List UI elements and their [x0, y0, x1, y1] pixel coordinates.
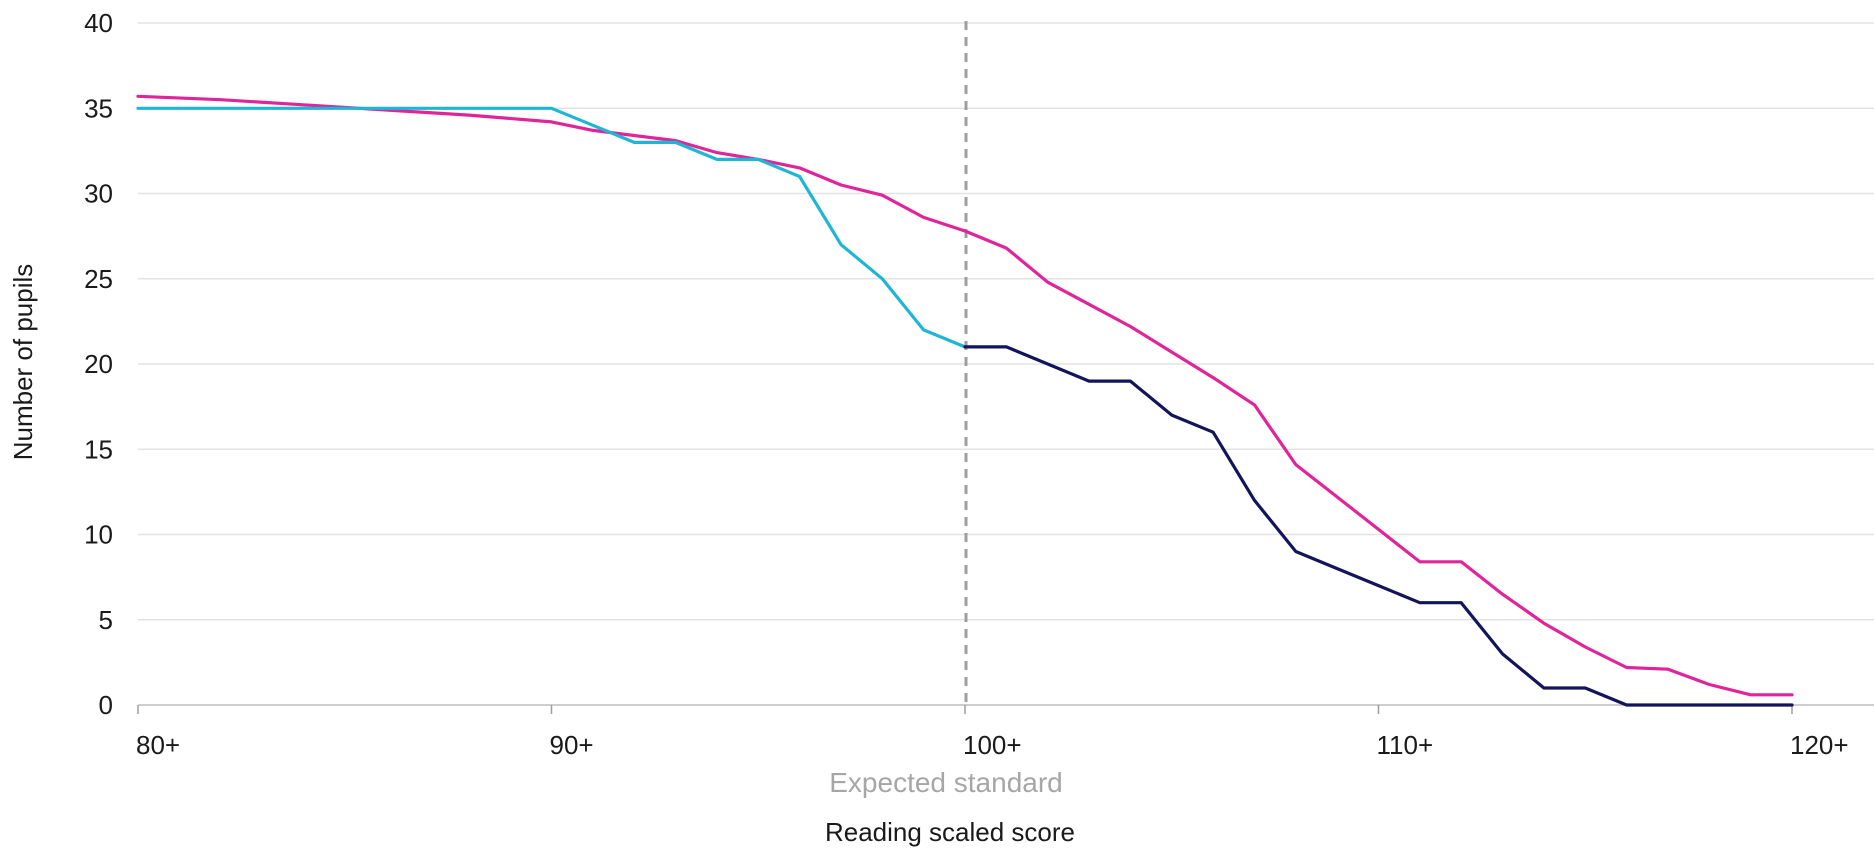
grid [138, 22, 1874, 621]
y-axis: 0 5 10 15 20 25 30 35 40 [84, 8, 113, 720]
x-axis: 80+ 90+ 100+ 110+ 120+ [136, 704, 1874, 760]
series-line-2 [136, 106, 967, 349]
y-tick-label: 40 [84, 8, 113, 38]
x-tick-label: 80+ [136, 730, 180, 760]
y-tick-label: 25 [84, 264, 113, 294]
expected-standard-label: Expected standard [829, 767, 1063, 798]
expected-standard-marker: Expected standard [829, 21, 1063, 798]
y-tick-label: 15 [84, 434, 113, 464]
y-tick-label: 30 [84, 179, 113, 209]
y-tick-label: 35 [84, 93, 113, 123]
y-tick-label: 10 [84, 520, 113, 550]
y-tick-label: 5 [99, 605, 113, 635]
series [136, 94, 1794, 707]
series-line-3 [963, 345, 1794, 707]
y-tick-label: 20 [84, 349, 113, 379]
x-tick-label: 120+ [1790, 730, 1849, 760]
series-line-1 [136, 94, 1794, 697]
y-axis-title: Number of pupils [8, 264, 38, 461]
x-axis-title: Reading scaled score [825, 817, 1075, 847]
x-tick-label: 100+ [963, 730, 1022, 760]
y-tick-label: 0 [99, 690, 113, 720]
x-tick-label: 110+ [1377, 730, 1434, 760]
x-tick-label: 90+ [550, 730, 594, 760]
